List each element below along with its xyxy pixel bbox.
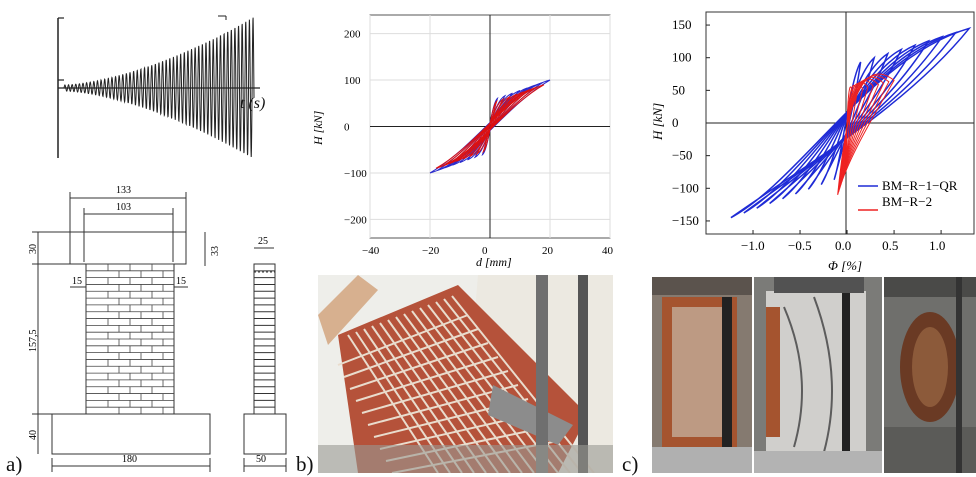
loading-history-plot xyxy=(57,15,260,158)
chart-c-ytick: −100 xyxy=(672,180,699,195)
chart-c-loop-blue xyxy=(730,26,972,219)
chart-c-loop-blue xyxy=(782,43,917,200)
dim-offset-left: 15 xyxy=(72,276,82,287)
legend-series-2: BM−R−2 xyxy=(882,194,932,209)
chart-c-ylabel: H [kN] xyxy=(650,103,665,141)
specimen-photo-3 xyxy=(884,277,976,473)
dim-offset-right: 15 xyxy=(176,276,186,287)
chart-b-ytick: −100 xyxy=(344,168,367,180)
wall-drawing: 133 103 30 33 25 15 15 157,5 40 180 50 xyxy=(28,185,287,472)
time-axis-label: t (s) xyxy=(240,95,266,112)
panel-label-a: a) xyxy=(6,452,23,476)
chart-b-xtick: 40 xyxy=(602,245,614,257)
chart-c-loop-blue xyxy=(756,35,945,209)
panel-label-b: b) xyxy=(296,452,314,476)
legend-series-1: BM−R−1−QR xyxy=(882,178,958,193)
chart-c-xtick: −1.0 xyxy=(741,238,765,253)
chart-c-loop-blue xyxy=(769,39,931,205)
chart-c-legend: BM−R−1−QR BM−R−2 xyxy=(858,178,958,211)
dim-base-height: 40 xyxy=(28,430,39,440)
chart-c-xtick: −0.5 xyxy=(788,238,812,253)
chart-b-ytick: −200 xyxy=(344,214,367,226)
specimen-photo-2 xyxy=(754,277,882,473)
hysteresis-chart-c: −1.0 −0.5 0.0 0.5 1.0 150 100 50 0 −50 −100 −150 BM… xyxy=(650,11,975,273)
dim-top-width: 133 xyxy=(116,185,131,196)
chart-c-ytick: −50 xyxy=(672,148,692,163)
chart-b-xtick: 0 xyxy=(482,245,488,257)
chart-b-xtick: 20 xyxy=(542,245,554,257)
chart-b-ylabel: H [kN] xyxy=(311,110,325,146)
chart-c-xtick: 1.0 xyxy=(929,238,945,253)
chart-b-xtick: −20 xyxy=(422,245,440,257)
chart-b-ytick: 200 xyxy=(344,29,361,41)
chart-b-xtick: −40 xyxy=(362,245,380,257)
chart-c-loop-blue xyxy=(833,61,862,181)
chart-c-xtick: 0.5 xyxy=(882,238,898,253)
chart-c-xtick: 0.0 xyxy=(835,238,851,253)
dim-side-width: 25 xyxy=(258,236,268,247)
dim-side-base-width: 50 xyxy=(256,454,266,465)
chart-c-xlabel: Φ [%] xyxy=(828,258,862,273)
wall-failure-photo xyxy=(318,275,613,473)
chart-c-ytick: 0 xyxy=(672,115,679,130)
chart-c-ytick: 150 xyxy=(672,17,692,32)
chart-b-ytick: 0 xyxy=(344,122,350,134)
dim-cap-height: 30 xyxy=(28,244,39,254)
chart-b-ytick: 100 xyxy=(344,75,361,87)
dim-wall-height: 157,5 xyxy=(28,330,39,353)
chart-b-loop-2 xyxy=(435,84,545,169)
specimen-photo-1 xyxy=(652,277,752,473)
chart-c-loop-red xyxy=(837,73,895,195)
chart-c-ytick: 100 xyxy=(672,50,692,65)
chart-b-xlabel: d [mm] xyxy=(476,255,512,269)
chart-b-loop-2 xyxy=(462,93,518,160)
dim-base-width: 180 xyxy=(122,454,137,465)
dim-cap-height-side: 33 xyxy=(210,246,221,256)
dim-inner-width: 103 xyxy=(116,202,131,213)
chart-c-ytick: −150 xyxy=(672,213,699,228)
chart-c-ytick: 50 xyxy=(672,82,685,97)
panel-label-c: c) xyxy=(622,452,639,476)
